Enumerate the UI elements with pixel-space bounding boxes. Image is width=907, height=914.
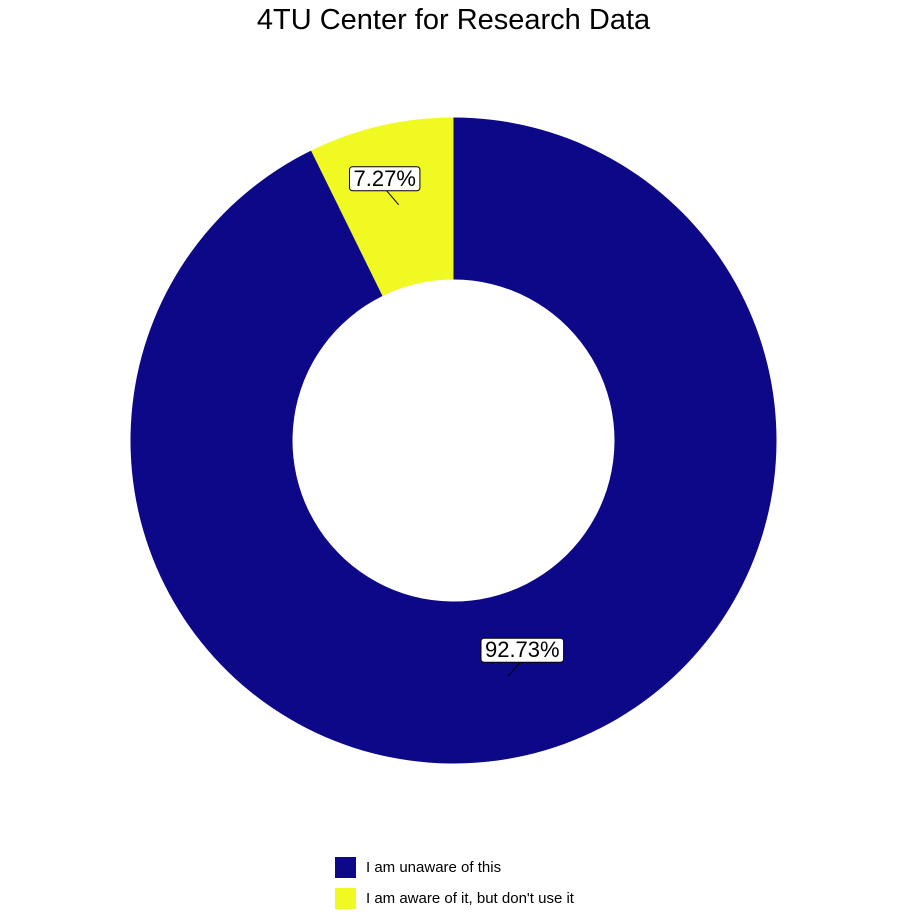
- legend-item: I am aware of it, but don't use it: [335, 883, 574, 914]
- leader-line: [386, 190, 400, 206]
- slice-value-label: 92.73%: [485, 637, 560, 662]
- legend-item: I am unaware of this: [335, 852, 574, 883]
- chart-title: 4TU Center for Research Data: [256, 4, 651, 36]
- labels-layer: 7.27% 92.73%: [349, 166, 565, 677]
- slice-label-0: 7.27%: [349, 166, 421, 206]
- legend-swatch: [335, 857, 356, 878]
- label-box: [480, 637, 565, 663]
- label-box: [349, 166, 421, 192]
- leader-line: [507, 661, 521, 677]
- legend-label: I am unaware of this: [366, 859, 502, 876]
- slice-0: [311, 117, 454, 297]
- legend-label: I am aware of it, but don't use it: [366, 890, 574, 907]
- slice-1: [130, 117, 777, 764]
- slice-label-1: 92.73%: [480, 637, 565, 677]
- slices-layer: [130, 117, 777, 764]
- legend-swatch: [335, 888, 356, 909]
- legend: I am unaware of this I am aware of it, b…: [335, 852, 574, 914]
- slice-value-label: 7.27%: [354, 166, 416, 191]
